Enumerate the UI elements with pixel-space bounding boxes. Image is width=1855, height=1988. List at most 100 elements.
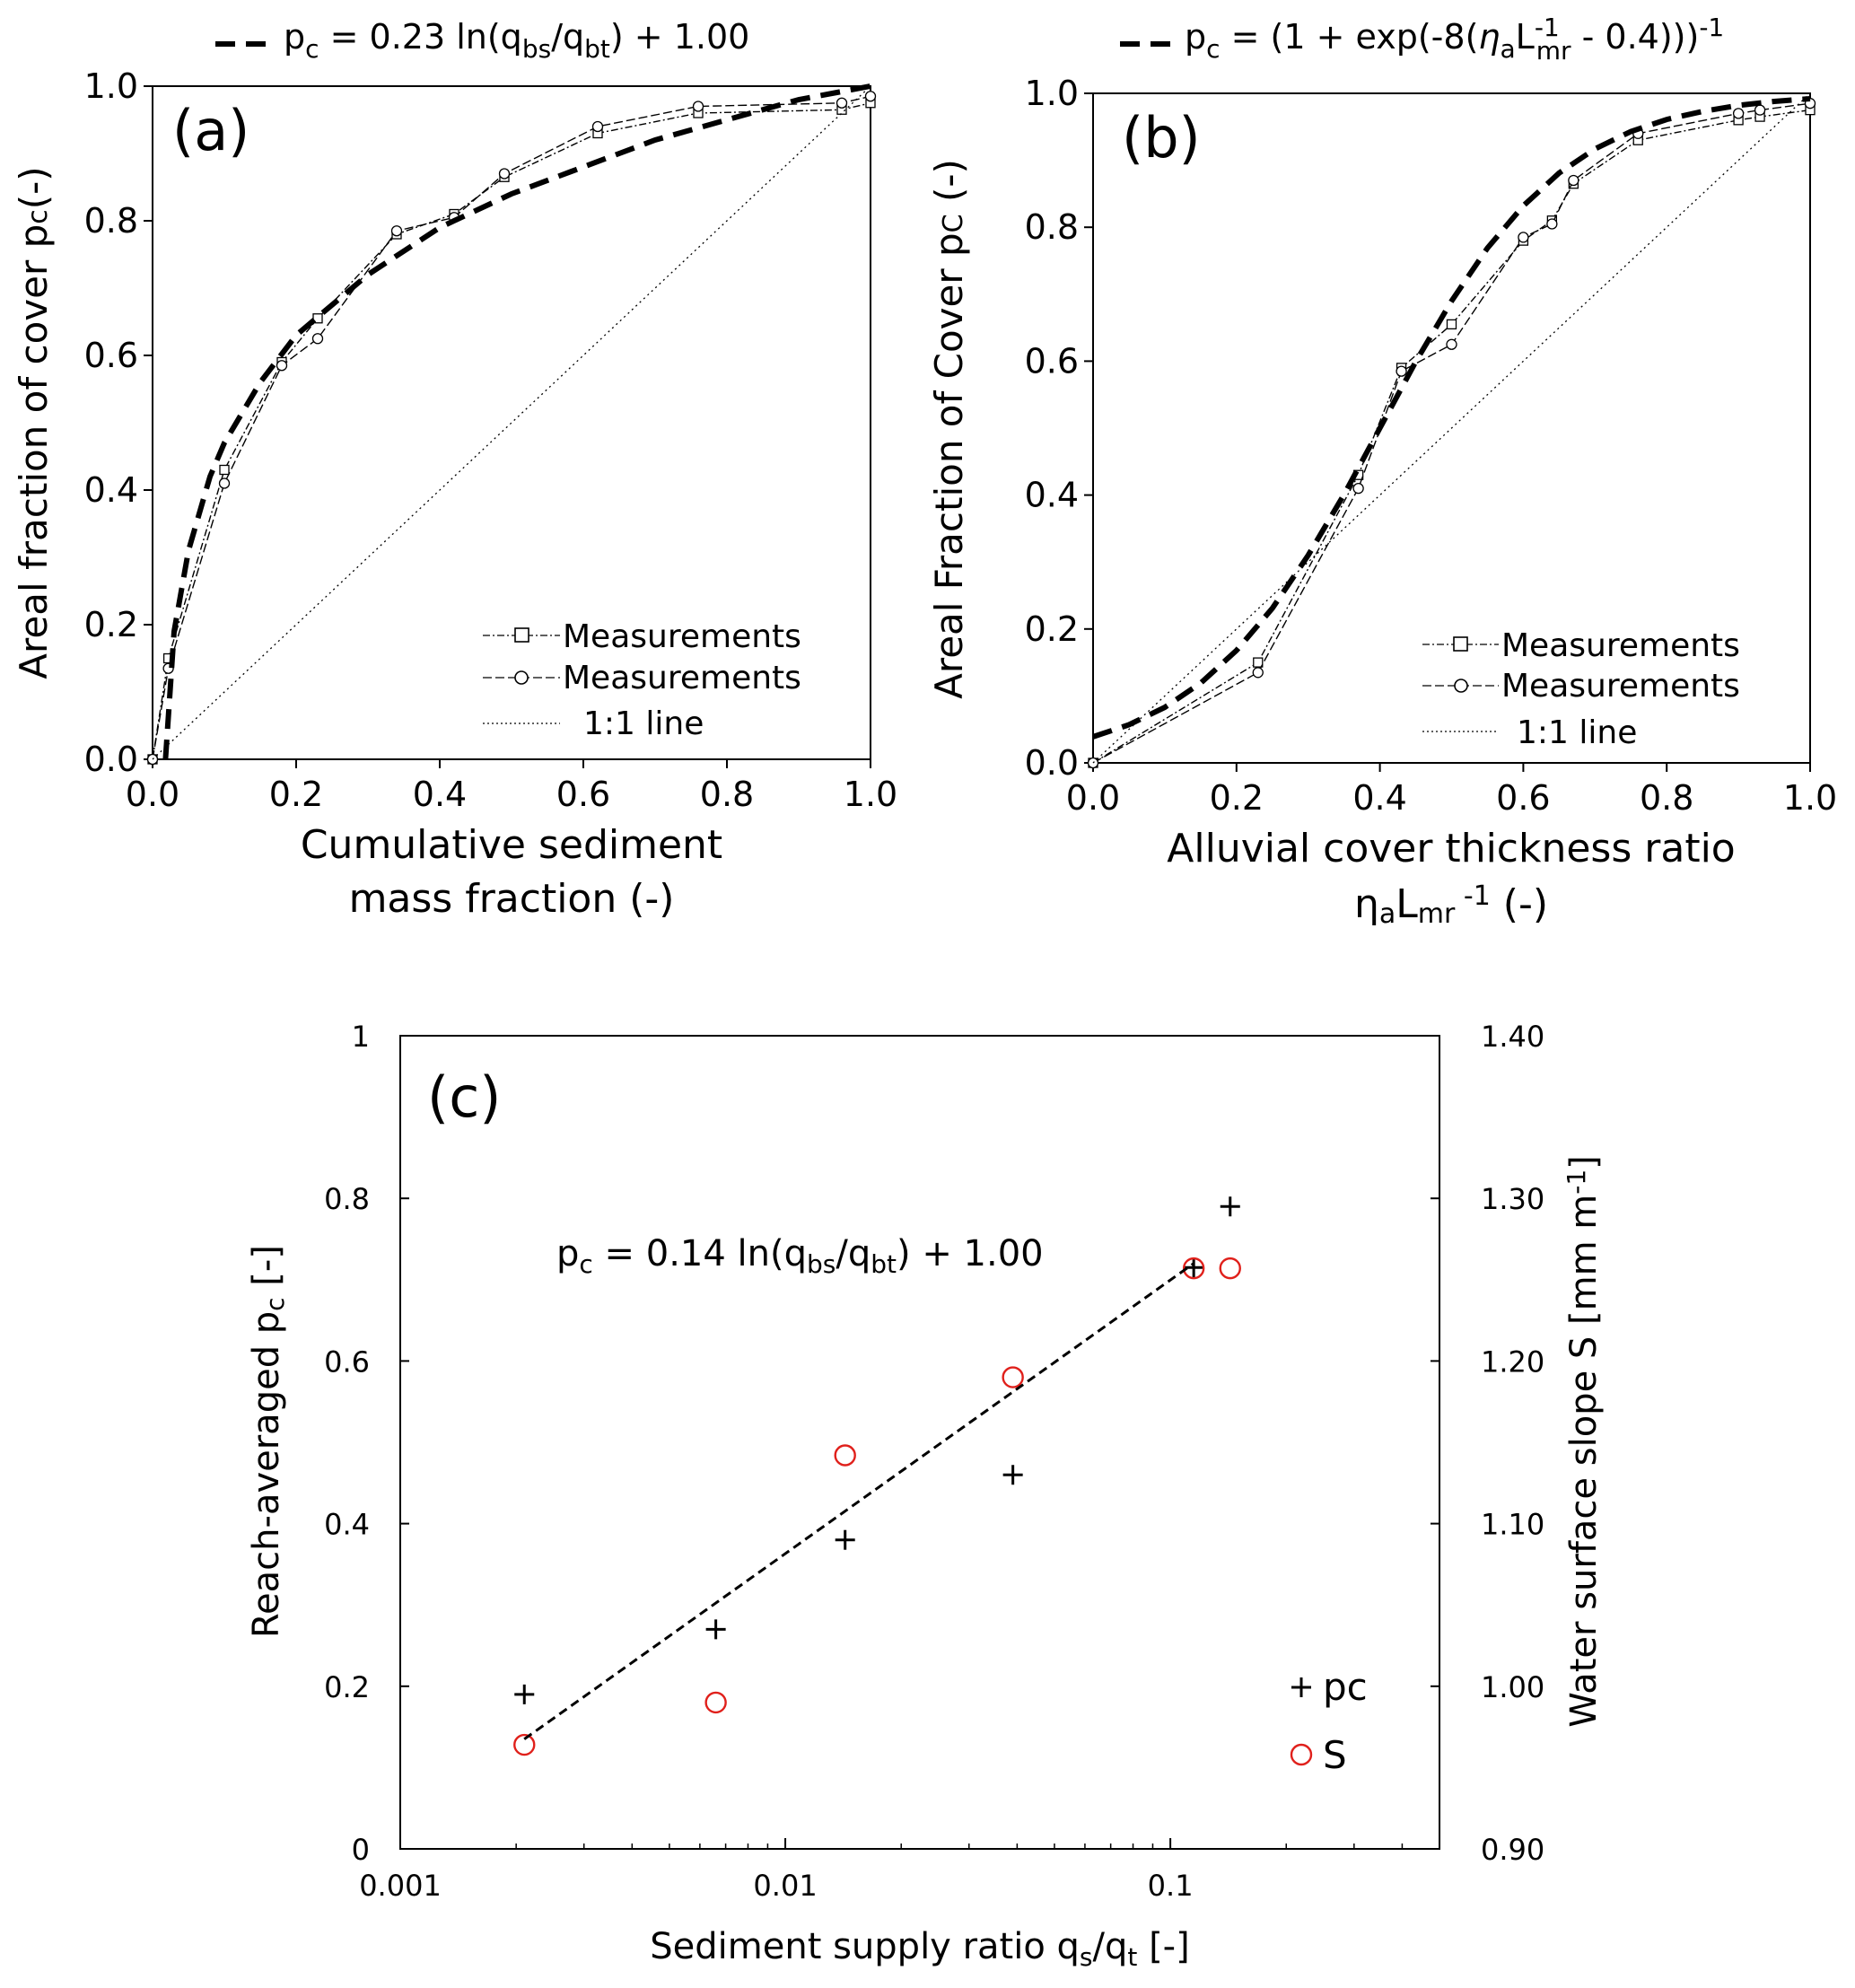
panel-a-x-ticks: 0.0 0.2 0.4 0.6 0.8 1.0 bbox=[126, 759, 897, 814]
data-point-pc bbox=[1002, 1465, 1023, 1485]
data-point-s bbox=[1002, 1366, 1024, 1388]
y-tick-label: 0.2 bbox=[84, 605, 138, 644]
data-point-circle bbox=[498, 168, 511, 180]
panel-b-y-ticks: 0.0 0.2 0.4 0.6 0.8 1.0 bbox=[1025, 74, 1093, 783]
panel-b-legend-item-3: 1:1 line bbox=[1517, 714, 1637, 751]
data-point-circle bbox=[1732, 108, 1745, 119]
x-tick-label: 0.2 bbox=[269, 775, 323, 814]
data-point-circle bbox=[1546, 218, 1558, 230]
y2-tick-label: 1.40 bbox=[1481, 1020, 1544, 1054]
data-point-s bbox=[513, 1733, 536, 1756]
y-tick-label: 0.8 bbox=[1025, 207, 1079, 247]
panel-c-equation: pc = 0.14 ln(qbs/qbt) + 1.00 bbox=[556, 1233, 1044, 1279]
y-tick-label: 0.8 bbox=[324, 1182, 370, 1216]
y-tick-label: 0.2 bbox=[1025, 609, 1079, 649]
panel-b-label: (b) bbox=[1122, 105, 1201, 171]
x-tick-label: 1.0 bbox=[1783, 778, 1837, 818]
x-tick-label: 0.1 bbox=[1148, 1869, 1194, 1903]
data-point-pc bbox=[705, 1619, 726, 1640]
y2-tick-label: 1.10 bbox=[1481, 1508, 1544, 1542]
x-tick-label: 0.0 bbox=[126, 775, 179, 814]
panel-a-legend-item-2: Measurements bbox=[563, 660, 801, 696]
panel-b-x-axis-label-line2: ηaLmr -1 (-) bbox=[1354, 880, 1548, 930]
y-tick-label: 0.2 bbox=[324, 1670, 370, 1704]
data-point-circle bbox=[1568, 174, 1579, 187]
x-tick-label: 0.6 bbox=[1496, 778, 1550, 818]
panel-a-x-axis-label-line1: Cumulative sediment bbox=[301, 822, 722, 868]
y-tick-label: 0.4 bbox=[1025, 476, 1079, 515]
data-point-circle bbox=[1518, 232, 1529, 243]
x-tick-label: 0.001 bbox=[359, 1869, 442, 1903]
panel-b-legend: Measurements Measurements 1:1 line bbox=[1422, 627, 1740, 751]
panel-a-y-ticks: 0.0 0.2 0.4 0.6 0.8 1.0 bbox=[84, 66, 153, 779]
x-tick-label: 1.0 bbox=[844, 775, 897, 814]
series-line-fit bbox=[162, 83, 871, 760]
panel-b-equation: pc = (1 + exp(-8(ηaL-1 mr - 0.4)))-1 bbox=[1120, 13, 1724, 66]
y-tick-label: 0.6 bbox=[324, 1344, 370, 1379]
panel-a-x-axis-label-line2: mass fraction (-) bbox=[349, 876, 675, 922]
x-tick-label: 0.8 bbox=[1640, 778, 1693, 818]
panel-b-series bbox=[1087, 92, 1816, 769]
x-tick-label: 0.4 bbox=[413, 775, 467, 814]
data-point-square bbox=[1446, 319, 1457, 330]
y2-tick-label: 1.00 bbox=[1481, 1670, 1544, 1704]
panel-a-equation: pc = 0.23 ln(qbs/qbt) + 1.00 bbox=[215, 17, 749, 64]
data-point-circle bbox=[218, 477, 231, 489]
panel-c-y2-ticks: 0.90 1.00 1.10 1.20 1.30 1.40 bbox=[1431, 1020, 1544, 1867]
y-tick-label: 0.6 bbox=[1025, 341, 1079, 381]
panel-a-legend-item-3: 1:1 line bbox=[583, 705, 704, 742]
panel-a-y-axis-label: Areal fraction of cover pc(-) bbox=[12, 166, 56, 679]
data-point-circle bbox=[692, 101, 704, 112]
data-point-circle bbox=[1446, 338, 1457, 350]
data-point-circle bbox=[1352, 482, 1364, 495]
panel-a-plot-area bbox=[152, 85, 871, 760]
panel-b-y-axis-label: Areal Fraction of Cover pC (-) bbox=[927, 159, 971, 699]
y2-tick-label: 1.20 bbox=[1481, 1344, 1544, 1379]
panel-c-label: (c) bbox=[427, 1064, 501, 1130]
panel-a: pc = 0.23 ln(qbs/qbt) + 1.00 (a) 0.00.20… bbox=[12, 17, 897, 922]
data-point-circle bbox=[1252, 667, 1264, 679]
panel-b-plot-area bbox=[1092, 92, 1811, 764]
series-line-1-1-line bbox=[1092, 92, 1811, 764]
panel-a-legend: Measurements Measurements 1:1 line bbox=[483, 618, 801, 742]
panel-b-x-ticks: 0.0 0.2 0.4 0.6 0.8 1.0 bbox=[1066, 763, 1837, 818]
svg-text:pc = 0.23 ln(qbs/qbt) + 1.00: pc = 0.23 ln(qbs/qbt) + 1.00 bbox=[284, 17, 749, 64]
panel-c-series bbox=[513, 1196, 1241, 1756]
data-point-s bbox=[1182, 1257, 1205, 1280]
y-tick-label: 0.0 bbox=[1025, 743, 1079, 783]
data-point-s bbox=[1219, 1257, 1241, 1280]
panel-c-legend: pc S bbox=[1290, 1665, 1368, 1777]
x-tick-label: 0.6 bbox=[556, 775, 610, 814]
data-point-pc bbox=[835, 1529, 855, 1550]
panel-c: (c) 0 0.2 0.4 0.6 0.8 1 0.90 1.00 1.10 1.20 1.30 1… bbox=[246, 1020, 1605, 1972]
svg-text:pc = (1 + exp(-8(ηaL-1mr - 0.4: pc = (1 + exp(-8(ηaL-1 mr - 0.4)))-1 bbox=[1185, 13, 1724, 66]
data-point-circle bbox=[864, 91, 877, 102]
series-line-fit bbox=[523, 1262, 1194, 1740]
panel-c-plot-area bbox=[399, 1035, 1440, 1850]
data-point-square bbox=[219, 464, 230, 476]
y-tick-label: 0 bbox=[352, 1833, 370, 1867]
x-tick-label: 0.8 bbox=[700, 775, 754, 814]
panel-c-legend-item-s: S bbox=[1323, 1733, 1347, 1777]
data-point-s bbox=[704, 1691, 727, 1714]
y-tick-label: 1.0 bbox=[84, 66, 138, 106]
data-point-circle bbox=[1396, 365, 1407, 377]
y-tick-label: 0.4 bbox=[84, 470, 138, 510]
panel-c-legend-item-pc: pc bbox=[1323, 1665, 1368, 1709]
data-point-pc bbox=[514, 1684, 535, 1704]
data-point-square bbox=[1253, 657, 1264, 668]
data-point-s bbox=[834, 1444, 856, 1467]
panel-b-legend-item-2: Measurements bbox=[1501, 668, 1740, 705]
panel-c-x-axis-label: Sediment supply ratio qs/qt [-] bbox=[650, 1926, 1189, 1972]
panel-c-x-ticks: 0.001 0.01 0.1 bbox=[359, 1838, 1440, 1903]
y-tick-label: 0.4 bbox=[324, 1508, 370, 1542]
y-tick-label: 1 bbox=[352, 1020, 370, 1054]
x-tick-label: 0.0 bbox=[1066, 778, 1120, 818]
data-point-circle bbox=[836, 97, 848, 109]
panel-a-series bbox=[146, 83, 877, 766]
x-tick-label: 0.4 bbox=[1352, 778, 1406, 818]
y-tick-label: 0.6 bbox=[84, 336, 138, 375]
data-point-pc bbox=[1184, 1257, 1204, 1278]
panel-c-legend-plus-marker bbox=[1291, 1677, 1311, 1697]
